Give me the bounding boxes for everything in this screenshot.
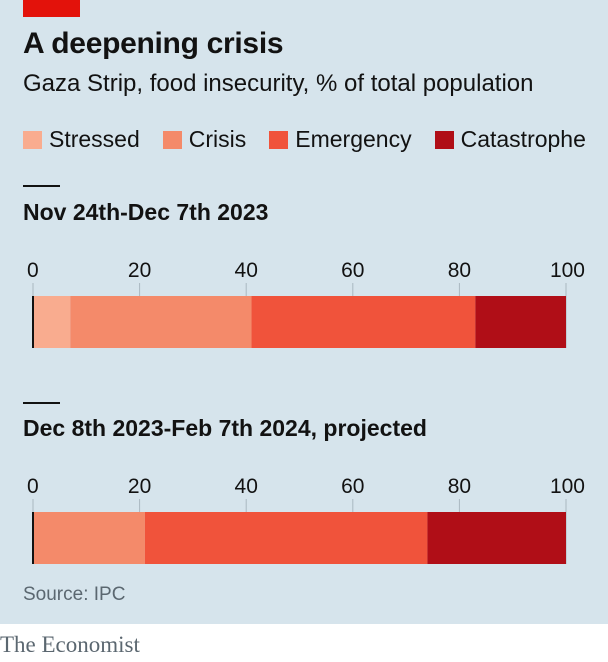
legend-swatch-stressed: [23, 130, 42, 149]
legend-label-emergency: Emergency: [295, 126, 412, 152]
legend-swatch-crisis: [162, 130, 182, 149]
panel-1-title: Nov 24th-Dec 7th 2023: [23, 199, 268, 225]
brand-red-tag: [23, 0, 80, 17]
panel-1-tick-label-40: 40: [235, 259, 258, 282]
panel-1-tick-label-80: 80: [448, 259, 471, 282]
legend-label-crisis: Crisis: [188, 126, 247, 152]
legend-label-stressed: Stressed: [49, 126, 140, 152]
panel-1-tick-label-60: 60: [341, 259, 364, 282]
source-note: Source: IPC: [23, 584, 126, 605]
panel-1-tick-label-0: 0: [27, 259, 39, 282]
panel-2-tick-label-100: 100: [550, 475, 585, 498]
panel-1-bar-crisis: [70, 296, 252, 348]
panel-2-title: Dec 8th 2023-Feb 7th 2024, projected: [23, 415, 427, 441]
panel-1-tick-label-100: 100: [550, 259, 585, 282]
publisher-logo: The Economist: [0, 632, 140, 657]
panel-2-tick-label-0: 0: [27, 475, 39, 498]
panel-2-bar-crisis: [33, 512, 145, 564]
panel-1-bar-catastrophe: [475, 296, 566, 348]
panel-2-tick-label-40: 40: [235, 475, 258, 498]
legend-item-crisis: Crisis: [162, 126, 247, 153]
panel-2-bar-catastrophe: [427, 512, 566, 564]
chart-title: A deepening crisis: [23, 27, 284, 60]
panel-2-tick-label-20: 20: [128, 475, 151, 498]
legend-item-emergency: Emergency: [269, 126, 412, 153]
panel-2-tick-label-80: 80: [448, 475, 471, 498]
chart-subtitle: Gaza Strip, food insecurity, % of total …: [23, 70, 534, 97]
legend-swatch-emergency: [269, 130, 289, 149]
legend-item-stressed: Stressed: [23, 126, 140, 153]
panel-1-bar-stressed: [33, 296, 71, 348]
panel-1-bar-emergency: [251, 296, 476, 348]
panel-2-tick-label-60: 60: [341, 475, 364, 498]
panel-2-bar-emergency: [144, 512, 428, 564]
legend-label-catastrophe: Catastrophe: [460, 126, 586, 152]
legend: Stressed Crisis Emergency Catastrophe: [23, 126, 586, 153]
legend-item-catastrophe: Catastrophe: [434, 126, 586, 153]
panel-1-tick-label-20: 20: [128, 259, 151, 282]
legend-swatch-catastrophe: [434, 130, 454, 149]
